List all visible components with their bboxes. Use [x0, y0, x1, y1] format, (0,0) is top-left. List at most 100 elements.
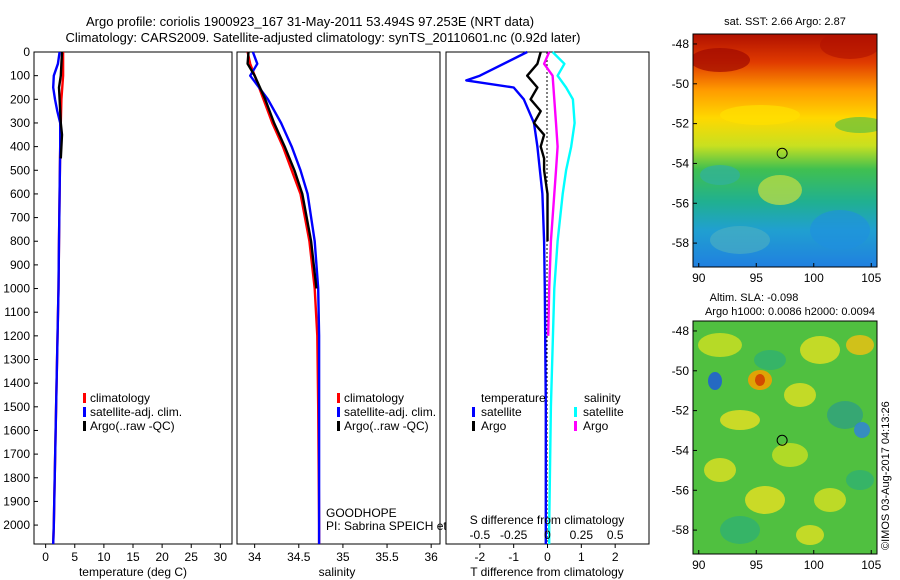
- sla-blotch: [846, 335, 874, 355]
- sla-blotch: [745, 486, 785, 514]
- sla-map-title: Altim. SLA: -0.098: [710, 292, 799, 304]
- legend-swatch-climatology: [83, 393, 86, 403]
- legend-label-s-argo: Argo: [583, 419, 609, 433]
- sla-map-ytick-label: -52: [672, 404, 690, 418]
- temperature-profile-xtick-label: 20: [155, 550, 169, 564]
- sst-map-ytick-label: -50: [672, 77, 690, 91]
- sla-argo-location-marker: [776, 434, 788, 446]
- difference-profile-xtick-label: -1: [508, 550, 519, 564]
- salinity-axes-frame: [236, 51, 441, 545]
- legend-header-temperature: temperature: [481, 391, 546, 405]
- legend-label-satellite: satellite-adj. clim.: [90, 405, 182, 419]
- depth-tick-label: 0: [23, 45, 30, 59]
- sla-blotch: [720, 516, 760, 544]
- depth-tick-label: 400: [10, 140, 30, 154]
- sla-blotch: [846, 470, 874, 490]
- sst-map-ytick-label: -56: [672, 196, 690, 210]
- salinity-legend: climatology satellite-adj. clim. Argo(..…: [337, 391, 436, 433]
- legend-swatch-s-argo: [574, 421, 577, 431]
- salinity-panel: 34 34.5 35 35.5 36 salinity climatology sate…: [236, 51, 529, 579]
- temperature-axes-frame: [33, 51, 233, 545]
- sst-map-ytick-label: -54: [672, 156, 690, 170]
- difference-profile-line-black: [526, 51, 549, 242]
- depth-tick-label: 100: [10, 69, 30, 83]
- sst-map-title: sat. SST: 2.66 Argo: 2.87: [724, 16, 846, 28]
- legend-label-t-satellite: satellite: [481, 405, 522, 419]
- temperature-profile-xtick-label: 15: [126, 550, 140, 564]
- temperature-profile-xtick-label: 30: [214, 550, 228, 564]
- imos-credit: ©IMOS 03-Aug-2017 04:13:26: [880, 401, 892, 550]
- salinity-profile-line-black: [246, 51, 318, 289]
- salinity-profile-line-blue: [248, 51, 321, 544]
- sla-map-ytick-label: -54: [672, 443, 690, 457]
- sst-blotch: [835, 117, 877, 133]
- difference-top-tick-label: -0.5: [469, 528, 490, 542]
- sla-blotch: [755, 374, 765, 386]
- annotation-goodhope: GOODHOPE: [326, 506, 397, 520]
- depth-tick-label: 2000: [3, 518, 30, 532]
- depth-tick-label: 1100: [4, 305, 30, 319]
- difference-top-tick-label: 0.25: [570, 528, 594, 542]
- sst-map-ytick-label: -52: [672, 117, 690, 131]
- legend-header-salinity: salinity: [584, 391, 621, 405]
- legend-label-t-argo: Argo: [481, 419, 507, 433]
- sst-map-blotches: [693, 34, 877, 254]
- sst-map-xtick-label: 95: [750, 271, 764, 285]
- depth-tick-label: 300: [10, 116, 30, 130]
- salinity-profile-xtick-label: 34.5: [287, 550, 311, 564]
- legend-label-climatology: climatology: [344, 391, 404, 405]
- sla-map-xtick-label: 95: [750, 558, 764, 572]
- sla-map-subtitle: Argo h1000: 0.0086 h2000: 0.0094: [705, 306, 875, 318]
- sla-blotch: [698, 333, 742, 357]
- temperature-profile-line-black: [57, 51, 64, 159]
- sla-map-ytick-label: -48: [672, 324, 690, 338]
- depth-tick-label: 900: [10, 258, 30, 272]
- legend-swatch-argo: [83, 421, 86, 431]
- depth-tick-label: 200: [10, 92, 30, 106]
- sla-map-panel: Altim. SLA: -0.098 Argo h1000: 0.0086 h2…: [672, 292, 882, 572]
- depth-tick-label: 700: [10, 211, 30, 225]
- difference-legend: temperature salinity satellite Argo sate…: [472, 391, 624, 433]
- sla-blotch: [784, 383, 816, 407]
- legend-label-climatology: climatology: [90, 391, 150, 405]
- depth-tick-label: 600: [10, 187, 30, 201]
- figure-title-line1: Argo profile: coriolis 1900923_167 31-Ma…: [86, 14, 534, 29]
- difference-profile-xtick-label: 2: [612, 550, 619, 564]
- sla-blotch: [704, 458, 736, 482]
- sla-blotch: [720, 410, 760, 430]
- legend-label-argo: Argo(..raw -QC): [344, 419, 429, 433]
- sst-map-ytick-label: -58: [672, 236, 690, 250]
- salinity-profile-xtick-label: 36: [424, 550, 438, 564]
- difference-profile-xtick-label: 1: [578, 550, 585, 564]
- sst-map-frame: [692, 33, 878, 268]
- difference-profile-line-cyan: [548, 51, 576, 544]
- temperature-profile-line-blue: [52, 51, 62, 545]
- temperature-profile-xtick-label: 10: [97, 550, 111, 564]
- sst-blotch: [758, 175, 802, 205]
- sla-blotch: [754, 350, 786, 370]
- depth-tick-label: 1000: [3, 282, 30, 296]
- depth-tick-label: 500: [10, 163, 30, 177]
- sst-blotch: [820, 34, 877, 59]
- salinity-profile-xtick-label: 35: [336, 550, 350, 564]
- difference-profile-xtick-label: 0: [544, 550, 551, 564]
- temperature-xlabel: temperature (deg C): [79, 565, 187, 579]
- salinity-profile-xtick-label: 34: [248, 550, 262, 564]
- sla-blotch: [708, 372, 722, 390]
- legend-swatch-satellite: [337, 407, 340, 417]
- sla-blotch: [854, 422, 870, 438]
- temperature-panel: 0 5 10 15 20 25 30 0 100 200 300 400 500 600 700 800 90…: [3, 45, 233, 579]
- sla-map-xtick-label: 90: [692, 558, 706, 572]
- sla-map-ytick-label: -56: [672, 483, 690, 497]
- figure-title-line2: Climatology: CARS2009. Satellite-adjuste…: [66, 30, 581, 45]
- temperature-profile-xtick-label: 25: [185, 550, 199, 564]
- legend-label-satellite: satellite-adj. clim.: [344, 405, 436, 419]
- legend-swatch-s-satellite: [574, 407, 577, 417]
- difference-xlabel-top: S difference from climatology: [470, 513, 625, 527]
- sst-map-xtick-label: 105: [861, 271, 881, 285]
- sla-map-ytick-label: -50: [672, 364, 690, 378]
- legend-swatch-t-satellite: [472, 407, 475, 417]
- sst-map-xtick-label: 90: [692, 271, 706, 285]
- sst-argo-location-marker: [776, 147, 788, 159]
